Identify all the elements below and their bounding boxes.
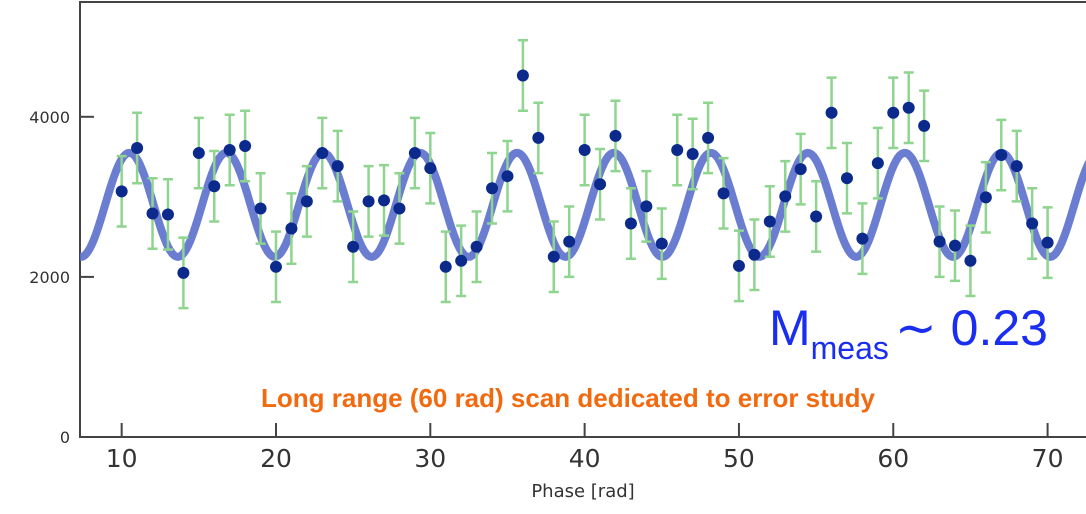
y-tick-label: 0 [60, 428, 70, 447]
x-tick-label: 70 [1032, 444, 1064, 473]
data-point [840, 172, 853, 185]
data-point [455, 254, 468, 267]
data-point [439, 260, 452, 273]
fit-curve [80, 148, 1086, 261]
x-tick-label: 60 [877, 444, 909, 473]
x-tick-label: 20 [260, 444, 292, 473]
data-point [254, 202, 267, 215]
data-point [378, 194, 391, 207]
data-point [624, 217, 637, 230]
y-tick-label: 2000 [29, 268, 70, 287]
data-point [1010, 160, 1023, 173]
data-point [300, 195, 313, 208]
annotation: Long range (60 rad) scan dedicated to er… [261, 383, 876, 413]
data-point [887, 106, 900, 119]
data-point [239, 140, 252, 153]
data-point [640, 200, 653, 213]
x-tick-label: 10 [106, 444, 138, 473]
annotation-main: M [769, 300, 811, 356]
data-point [146, 207, 159, 220]
data-point [949, 239, 961, 252]
annotation-suffix: ∼ 0.23 [895, 300, 1048, 356]
data-point [316, 147, 329, 160]
data-point [501, 170, 514, 183]
data-point [208, 180, 221, 193]
data-point [177, 266, 190, 279]
data-point [686, 148, 699, 161]
data-point [856, 232, 869, 245]
data-point [532, 131, 545, 144]
data-point [408, 147, 421, 160]
data-point [655, 237, 668, 250]
data-point [717, 187, 730, 200]
data-point [578, 144, 591, 157]
data-point [393, 202, 406, 215]
x-tick-label: 40 [569, 444, 601, 473]
data-point [547, 250, 560, 263]
data-point [609, 129, 622, 142]
data-point [115, 185, 128, 198]
data-point [331, 160, 344, 173]
data-point [979, 191, 992, 204]
data-point [285, 222, 298, 235]
data-point [1026, 217, 1039, 230]
plot-frame [79, 1, 1086, 438]
data-point [594, 178, 607, 191]
data-point [424, 162, 437, 175]
data-point [362, 195, 375, 208]
data-point [871, 157, 884, 170]
plot-area [80, 39, 1086, 310]
data-point [563, 235, 576, 248]
data-point [995, 149, 1008, 162]
y-tick-label: 4000 [29, 108, 70, 127]
data-point [131, 142, 144, 155]
data-point [763, 215, 776, 228]
data-point [810, 210, 823, 223]
data-point [516, 69, 529, 82]
annotation-subscript: meas [811, 330, 889, 366]
data-point [902, 101, 915, 114]
data-point [192, 147, 205, 160]
x-tick-label: 50 [723, 444, 755, 473]
data-point [671, 144, 684, 157]
data-point [779, 190, 792, 203]
data-point [794, 163, 807, 176]
data-point [223, 144, 236, 157]
data-point [732, 259, 745, 272]
data-point [269, 260, 282, 273]
data-point [825, 106, 838, 119]
data-point [347, 240, 360, 253]
annotation: Mmeas ∼ 0.23 [769, 300, 1048, 366]
data-point [1041, 236, 1054, 249]
x-tick-label: 30 [414, 444, 446, 473]
data-point [918, 119, 931, 132]
data-point [161, 208, 174, 221]
data-point [702, 131, 715, 144]
data-point [748, 248, 761, 261]
data-point [470, 240, 483, 253]
data-point [933, 235, 946, 248]
data-point [486, 182, 499, 195]
data-point [964, 254, 977, 267]
x-axis-label: Phase [rad] [531, 481, 634, 502]
